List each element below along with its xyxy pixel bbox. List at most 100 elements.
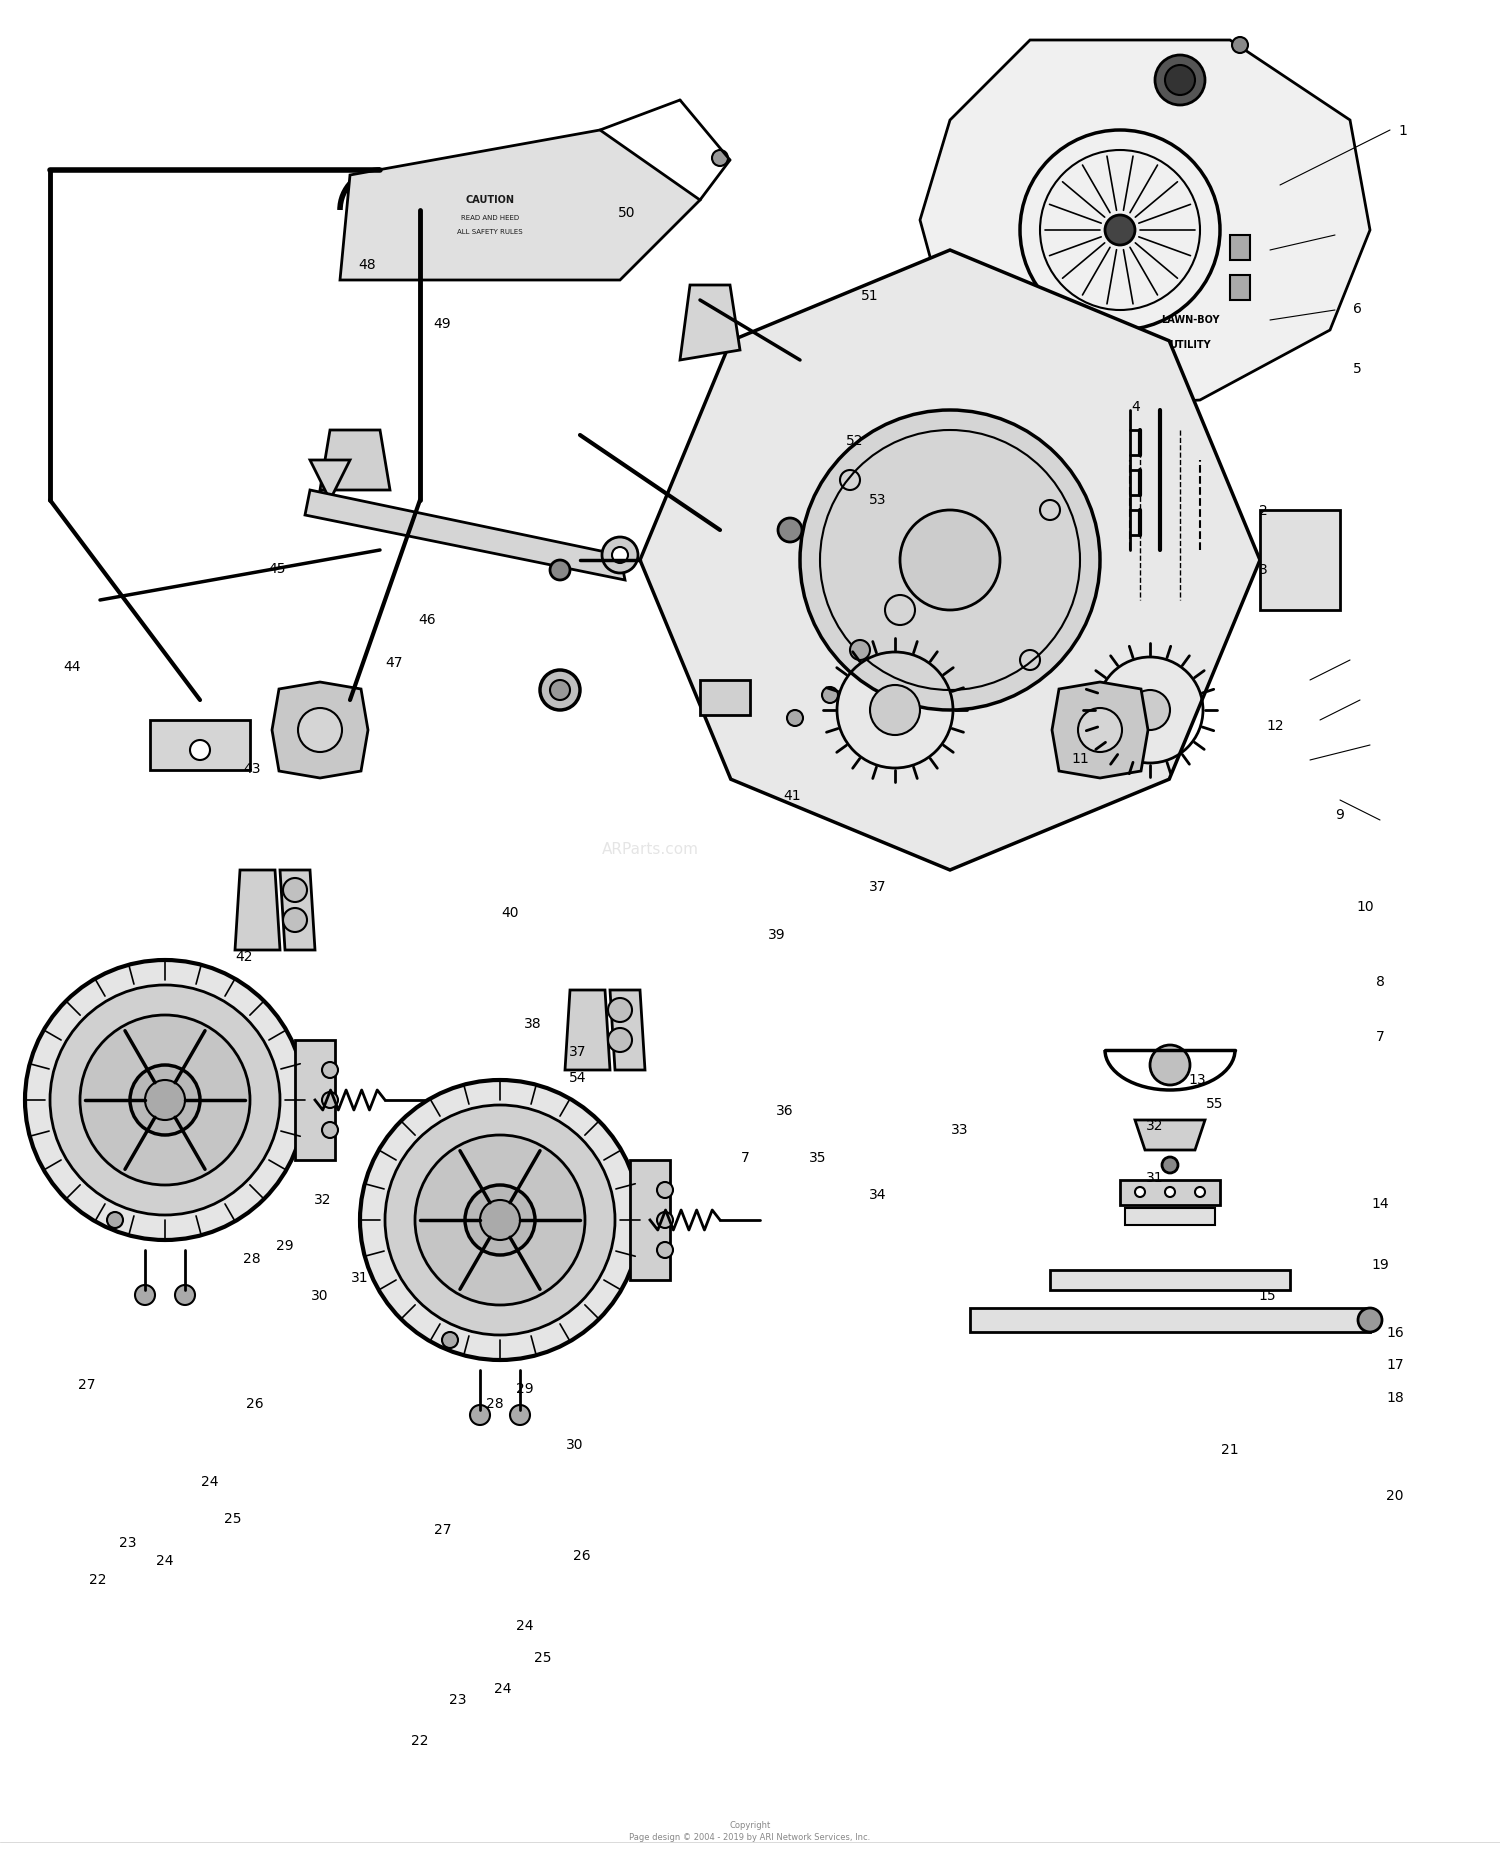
Polygon shape xyxy=(1260,509,1340,609)
Text: 32: 32 xyxy=(314,1193,332,1208)
Text: Page design © 2004 - 2019 by ARI Network Services, Inc.: Page design © 2004 - 2019 by ARI Network… xyxy=(630,1833,870,1843)
Polygon shape xyxy=(320,430,390,491)
Polygon shape xyxy=(272,682,368,778)
Circle shape xyxy=(822,687,839,704)
Circle shape xyxy=(550,680,570,700)
Circle shape xyxy=(130,1065,200,1135)
Text: 24: 24 xyxy=(201,1474,219,1489)
Text: ARParts.com: ARParts.com xyxy=(602,843,699,857)
Text: 37: 37 xyxy=(868,880,886,895)
Text: 31: 31 xyxy=(1146,1170,1164,1185)
Polygon shape xyxy=(1125,1208,1215,1224)
Text: 27: 27 xyxy=(433,1522,451,1537)
Circle shape xyxy=(900,509,1001,609)
Text: 35: 35 xyxy=(808,1150,826,1165)
Polygon shape xyxy=(610,991,645,1070)
Circle shape xyxy=(1106,215,1136,244)
Polygon shape xyxy=(640,250,1260,870)
Text: 11: 11 xyxy=(1071,752,1089,767)
Circle shape xyxy=(1130,691,1170,730)
Text: 16: 16 xyxy=(1386,1326,1404,1341)
Text: CAUTION: CAUTION xyxy=(465,194,514,206)
Text: 45: 45 xyxy=(268,561,286,576)
Text: 47: 47 xyxy=(386,656,404,670)
Circle shape xyxy=(612,546,628,563)
Text: 39: 39 xyxy=(768,928,786,943)
Text: 13: 13 xyxy=(1188,1072,1206,1087)
Text: 44: 44 xyxy=(63,659,81,674)
Text: READ AND HEED: READ AND HEED xyxy=(460,215,519,220)
Polygon shape xyxy=(680,285,740,359)
Text: 53: 53 xyxy=(868,493,886,507)
Text: 4: 4 xyxy=(1131,400,1140,415)
Circle shape xyxy=(360,1080,640,1359)
Text: 43: 43 xyxy=(243,761,261,776)
Text: 25: 25 xyxy=(534,1650,552,1665)
Text: 7: 7 xyxy=(741,1150,750,1165)
Text: 31: 31 xyxy=(351,1270,369,1285)
Text: 9: 9 xyxy=(1335,807,1344,822)
Circle shape xyxy=(1232,37,1248,54)
Circle shape xyxy=(712,150,728,167)
Text: 33: 33 xyxy=(951,1122,969,1137)
Circle shape xyxy=(1196,1187,1204,1196)
Text: 10: 10 xyxy=(1356,900,1374,915)
Text: 37: 37 xyxy=(568,1045,586,1059)
Text: 24: 24 xyxy=(516,1619,534,1633)
Circle shape xyxy=(778,519,802,543)
Text: 41: 41 xyxy=(783,789,801,804)
Text: 21: 21 xyxy=(1221,1443,1239,1458)
Polygon shape xyxy=(1052,682,1148,778)
Circle shape xyxy=(416,1135,585,1306)
Text: 19: 19 xyxy=(1371,1258,1389,1272)
Text: 49: 49 xyxy=(433,317,451,332)
Circle shape xyxy=(284,878,308,902)
Text: 36: 36 xyxy=(776,1104,794,1119)
Text: LAWN-BOY: LAWN-BOY xyxy=(1161,315,1220,324)
Text: 29: 29 xyxy=(516,1382,534,1396)
Circle shape xyxy=(788,709,802,726)
Circle shape xyxy=(465,1185,536,1256)
Text: 32: 32 xyxy=(1146,1119,1164,1133)
Polygon shape xyxy=(296,1041,334,1159)
Text: 40: 40 xyxy=(501,906,519,920)
Circle shape xyxy=(850,641,870,659)
Polygon shape xyxy=(566,991,610,1070)
Circle shape xyxy=(322,1061,338,1078)
Text: 48: 48 xyxy=(358,257,376,272)
Polygon shape xyxy=(1050,1270,1290,1291)
Circle shape xyxy=(657,1243,674,1258)
Circle shape xyxy=(284,907,308,932)
Text: 20: 20 xyxy=(1386,1489,1404,1504)
Circle shape xyxy=(470,1406,490,1424)
Text: 3: 3 xyxy=(1258,563,1268,578)
Circle shape xyxy=(106,1211,123,1228)
Circle shape xyxy=(540,670,580,709)
Text: 8: 8 xyxy=(1376,974,1384,989)
Circle shape xyxy=(146,1080,184,1120)
Text: 30: 30 xyxy=(566,1437,584,1452)
Text: 15: 15 xyxy=(1258,1289,1276,1304)
Text: 30: 30 xyxy=(310,1289,328,1304)
Polygon shape xyxy=(150,720,250,770)
Circle shape xyxy=(1358,1308,1382,1332)
Circle shape xyxy=(176,1285,195,1306)
Text: Copyright: Copyright xyxy=(729,1821,771,1830)
Circle shape xyxy=(1166,1187,1174,1196)
Polygon shape xyxy=(970,1308,1370,1332)
Text: 51: 51 xyxy=(861,289,879,304)
Circle shape xyxy=(80,1015,251,1185)
Circle shape xyxy=(190,741,210,759)
Polygon shape xyxy=(1230,274,1250,300)
Text: 22: 22 xyxy=(411,1733,429,1748)
Circle shape xyxy=(608,998,631,1022)
Circle shape xyxy=(26,959,304,1241)
Polygon shape xyxy=(630,1159,670,1280)
Polygon shape xyxy=(340,130,700,280)
Text: 42: 42 xyxy=(236,950,254,965)
Text: 12: 12 xyxy=(1266,719,1284,733)
Text: 25: 25 xyxy=(224,1511,242,1526)
Polygon shape xyxy=(1230,235,1250,259)
Circle shape xyxy=(550,559,570,580)
Circle shape xyxy=(442,1332,458,1348)
